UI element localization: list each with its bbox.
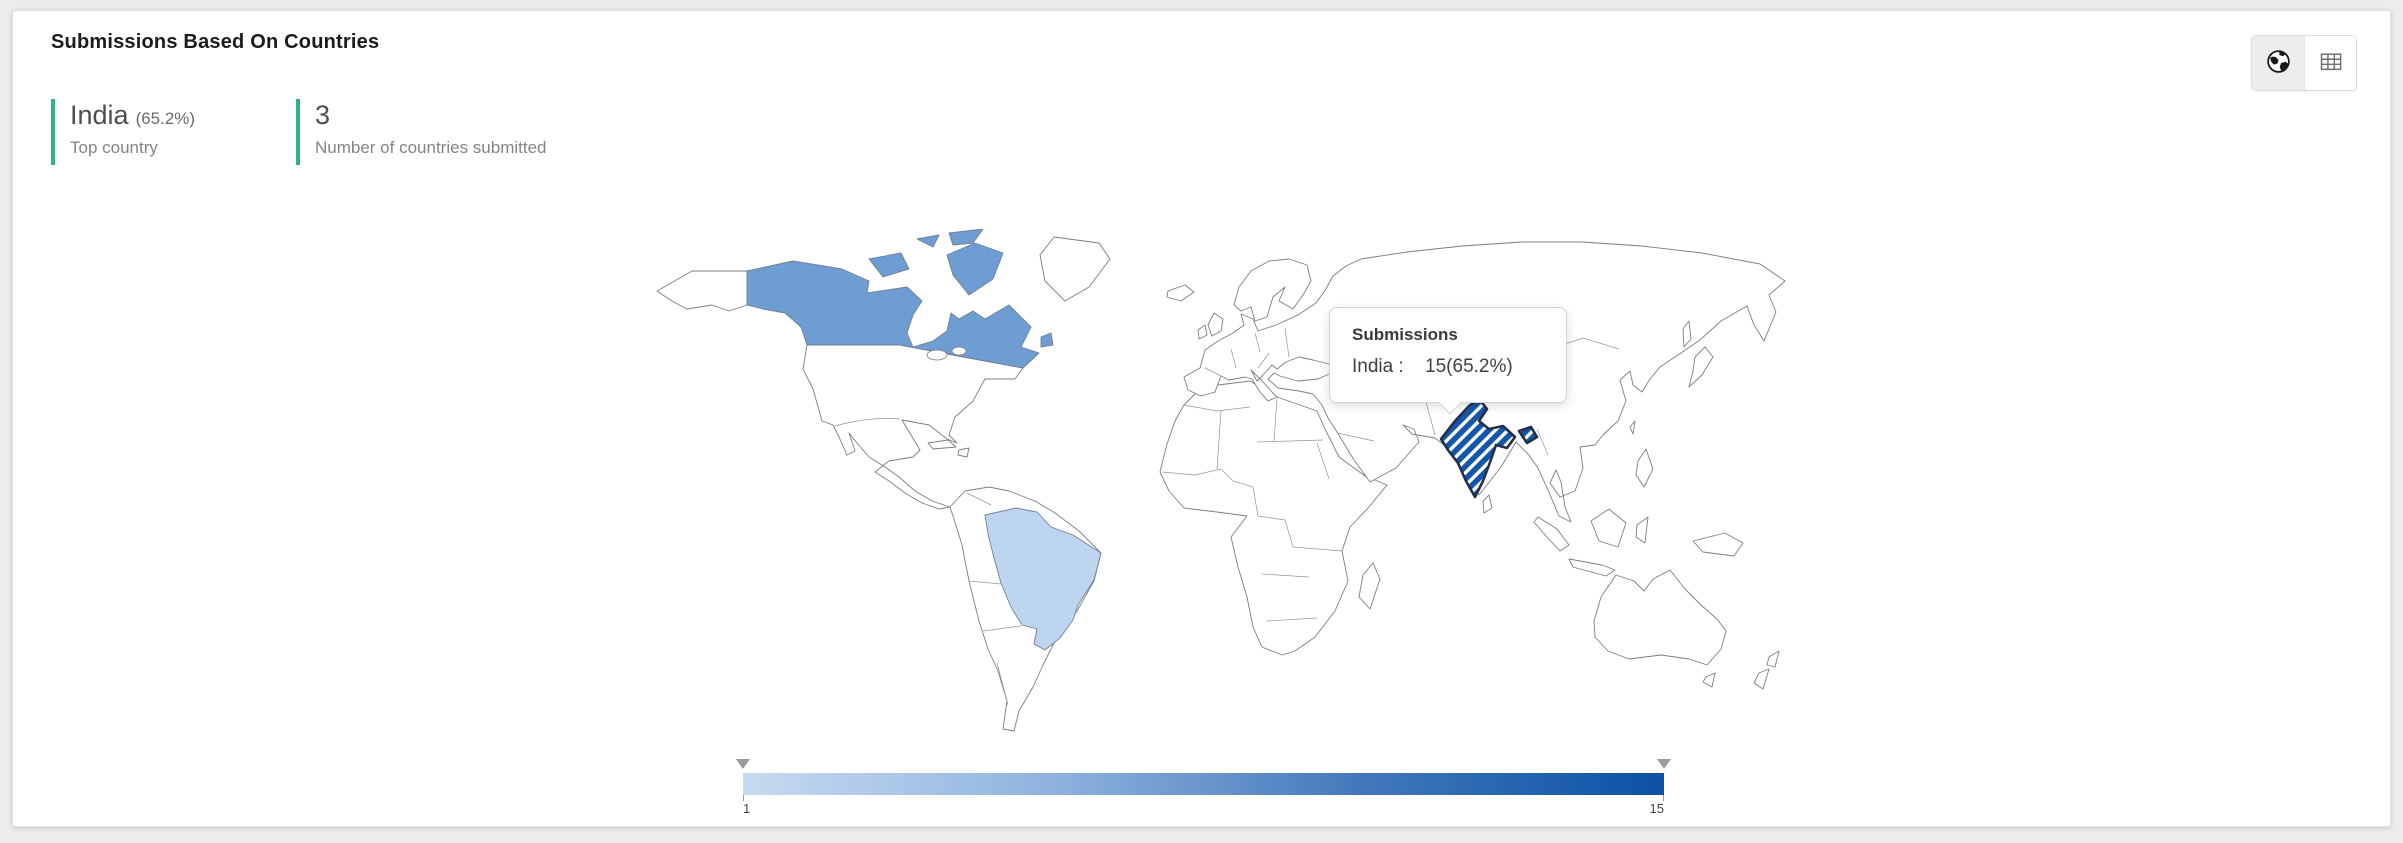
legend-min-tick [743, 795, 744, 801]
top-country-percent: (65.2%) [135, 109, 196, 128]
tooltip-country: India [1352, 356, 1394, 377]
great-lakes [926, 349, 948, 361]
map-view-button[interactable] [2252, 36, 2304, 90]
color-legend: 1 15 [736, 759, 1671, 816]
legend-min-handle[interactable] [736, 759, 750, 769]
country-canada[interactable] [746, 228, 1054, 369]
globe-icon [2265, 48, 2292, 78]
legend-gradient-bar [743, 773, 1664, 795]
country-count-label: Number of countries submitted [315, 137, 547, 157]
stat-top-country: India (65.2%) Top country [51, 99, 195, 165]
legend-max-label: 15 [1649, 801, 1664, 816]
tooltip-separator: : [1398, 356, 1404, 377]
country-brazil[interactable] [984, 507, 1102, 651]
country-count-value: 3 [315, 100, 331, 130]
tooltip-value: 15(65.2%) [1425, 356, 1513, 377]
tooltip-line: India : 15(65.2%) [1352, 356, 1546, 378]
legend-max-tick [1663, 795, 1664, 801]
tooltip-title: Submissions [1352, 325, 1458, 344]
legend-max-handle[interactable] [1657, 759, 1671, 769]
table-view-button[interactable] [2304, 36, 2356, 90]
top-country-value: India [70, 100, 129, 130]
top-country-label: Top country [70, 137, 158, 157]
submissions-map-card: Submissions Based On Countries [12, 10, 2391, 827]
table-icon [2317, 48, 2344, 78]
view-toggle-group [2251, 35, 2357, 91]
map-tooltip: Submissions India : 15(65.2%) [1329, 307, 1567, 415]
stat-country-count: 3 Number of countries submitted [296, 99, 547, 165]
legend-min-label: 1 [743, 801, 751, 816]
world-map[interactable] [617, 228, 1821, 747]
great-lakes [951, 346, 967, 356]
card-title: Submissions Based On Countries [51, 31, 380, 53]
